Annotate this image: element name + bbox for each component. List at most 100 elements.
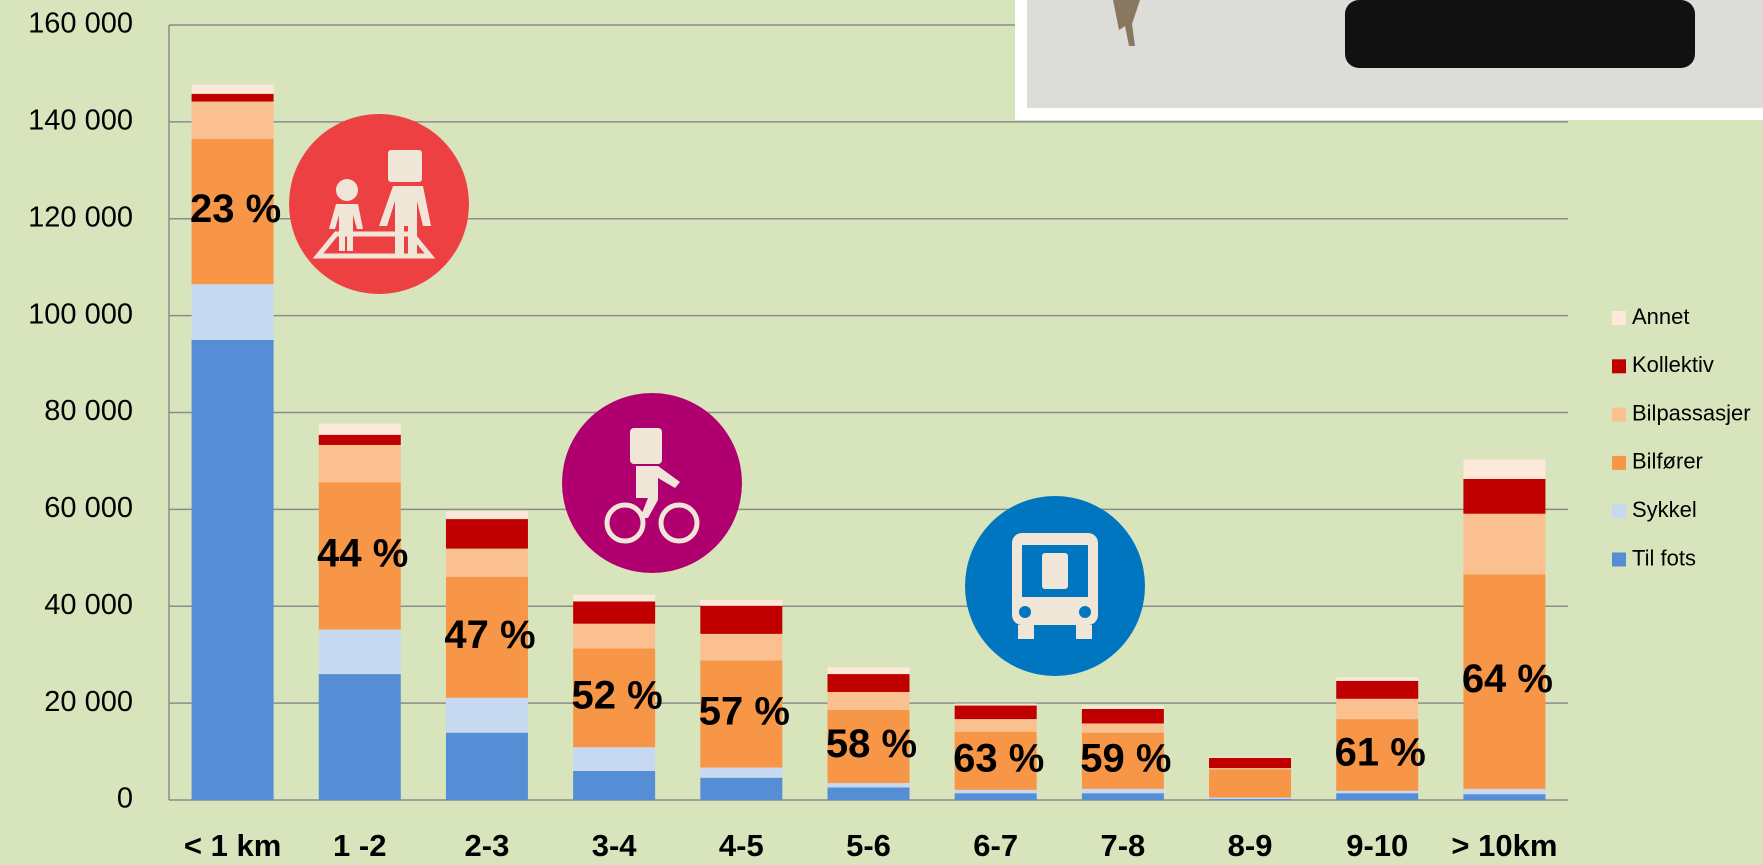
- y-tick-label: 60 000: [44, 492, 133, 524]
- x-tick-label: < 1 km: [184, 828, 281, 863]
- share-label: 61 %: [1335, 731, 1426, 775]
- legend-swatch: [1612, 456, 1626, 470]
- y-tick-label: 100 000: [28, 298, 133, 330]
- bar-segment: [828, 674, 910, 692]
- x-tick-label: 5-6: [846, 828, 891, 863]
- x-tick-label: 8-9: [1228, 828, 1273, 863]
- y-tick-label: 120 000: [28, 201, 133, 233]
- legend-swatch: [1612, 553, 1626, 567]
- bar-segment: [1209, 798, 1291, 799]
- bar-segment: [1082, 723, 1164, 732]
- bar-segment: [1209, 768, 1291, 769]
- y-tick-label: 20 000: [44, 686, 133, 718]
- bar-segment: [1336, 791, 1418, 793]
- bar-segment: [1463, 459, 1545, 478]
- x-tick-label: 9-10: [1346, 828, 1408, 863]
- bar-segment: [1082, 709, 1164, 724]
- icon-bike: [562, 393, 742, 573]
- bar-segment: [1209, 799, 1291, 800]
- bar-segment: [319, 630, 401, 675]
- bar-segment: [955, 704, 1037, 706]
- share-label: 57 %: [699, 690, 790, 734]
- bar-segment: [1209, 757, 1291, 758]
- bar-segment: [1336, 681, 1418, 699]
- bar-segment: [1082, 793, 1164, 800]
- bar-segment: [192, 102, 274, 139]
- bar-segment: [446, 733, 528, 800]
- legend-swatch: [1612, 504, 1626, 518]
- bar-segment: [1463, 794, 1545, 800]
- legend-label: Til fots: [1632, 545, 1696, 570]
- bar-segment: [828, 787, 910, 800]
- bar-segment: [319, 445, 401, 482]
- bar-segment: [955, 793, 1037, 800]
- x-tick-label: 7-8: [1100, 828, 1145, 863]
- photo: [1015, 0, 1763, 120]
- legend-swatch: [1612, 359, 1626, 373]
- bar-segment: [955, 790, 1037, 793]
- bar-segment: [1336, 677, 1418, 680]
- y-tick-label: 80 000: [44, 395, 133, 427]
- bar-segment: [192, 85, 274, 94]
- legend-label: Sykkel: [1632, 497, 1697, 522]
- bar-segment: [828, 667, 910, 674]
- x-tick-label: 6-7: [973, 828, 1018, 863]
- bar-segment: [573, 595, 655, 602]
- legend-label: Bilpassasjer: [1632, 400, 1751, 425]
- icon-bus: [965, 496, 1145, 676]
- chart: 0 20 000 40 000 60 000 80 000 100 000 120 000 1…: [0, 0, 1763, 865]
- bar-segment: [446, 511, 528, 519]
- bar-segment: [1082, 789, 1164, 793]
- bar-segment: [700, 606, 782, 634]
- bar-segment: [700, 768, 782, 778]
- bar-segment: [700, 600, 782, 606]
- share-label: 59 %: [1080, 736, 1171, 780]
- y-tick-label: 160 000: [28, 8, 133, 40]
- share-label: 63 %: [953, 736, 1044, 780]
- x-tick-label: 3-4: [592, 828, 638, 863]
- y-tick-label: 0: [117, 783, 133, 815]
- x-tick-label: > 10km: [1451, 828, 1557, 863]
- bar-segment: [828, 783, 910, 787]
- x-tick-label: 4-5: [719, 828, 764, 863]
- bar-segment: [319, 424, 401, 435]
- bar-segment: [192, 284, 274, 340]
- bar-segment: [1082, 706, 1164, 709]
- x-tick-label: 2-3: [465, 828, 510, 863]
- bar-segment: [573, 747, 655, 771]
- bar-segment: [192, 340, 274, 800]
- bar-segment: [446, 519, 528, 549]
- bar-segment: [573, 624, 655, 649]
- bar-segment: [192, 94, 274, 102]
- share-label: 44 %: [317, 531, 408, 575]
- bar-segment: [700, 634, 782, 661]
- bar-segment: [700, 778, 782, 800]
- bar-segment: [1209, 769, 1291, 797]
- bar-segment: [955, 706, 1037, 720]
- share-label: 23 %: [190, 187, 281, 231]
- bar-segment: [1336, 699, 1418, 719]
- bar-segment: [828, 692, 910, 710]
- bar-segment: [1463, 789, 1545, 794]
- bar-segment: [573, 601, 655, 623]
- legend-swatch: [1612, 408, 1626, 422]
- share-label: 47 %: [444, 613, 535, 657]
- bar-segment: [955, 719, 1037, 732]
- share-label: 58 %: [826, 722, 917, 766]
- photo-car: [1345, 0, 1695, 68]
- bar-segment: [1209, 758, 1291, 768]
- bar-segment: [446, 698, 528, 733]
- y-tick-label: 40 000: [44, 589, 133, 621]
- legend-label: Kollektiv: [1632, 352, 1714, 377]
- x-tick-label: 1 -2: [333, 828, 386, 863]
- icon-walk: [289, 114, 469, 294]
- bar-segment: [1463, 479, 1545, 514]
- share-label: 64 %: [1462, 657, 1553, 701]
- bar-segment: [573, 771, 655, 800]
- bar-segment: [1336, 793, 1418, 800]
- bar-segment: [446, 549, 528, 577]
- bar-segment: [319, 435, 401, 445]
- legend-swatch: [1612, 311, 1626, 325]
- bar-segment: [319, 674, 401, 800]
- bar-segment: [1463, 514, 1545, 575]
